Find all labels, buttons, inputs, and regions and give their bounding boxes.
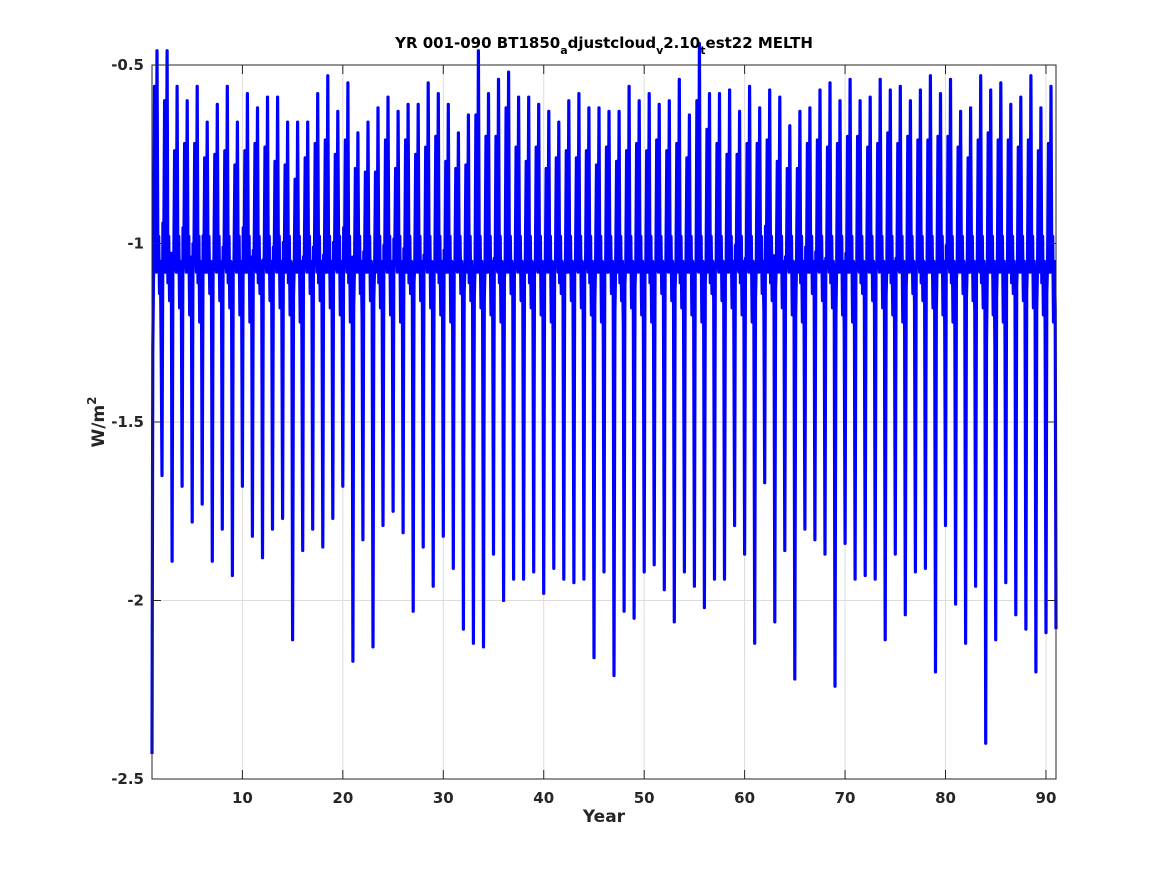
title-part: t — [700, 44, 705, 57]
x-tick-label: 90 — [1036, 789, 1057, 807]
title-part: v — [656, 44, 664, 57]
tick-labels: 10 20 30 40 50 60 70 80 90 -0.5 -1 -1.5 -2 -2.5 — [111, 56, 1056, 807]
chart-title: YR 001-090 BT1850adjustcloudv2.10test22 … — [394, 34, 813, 57]
tick-marks — [152, 64, 1056, 780]
x-tick-label: 50 — [634, 789, 655, 807]
x-tick-label: 70 — [835, 789, 856, 807]
y-tick-label: -2.5 — [111, 770, 144, 788]
title-part: djustcloud — [568, 34, 656, 52]
x-tick-label: 60 — [734, 789, 755, 807]
y-tick-label: -2 — [127, 592, 144, 610]
title-part: 2.10 — [663, 34, 700, 52]
x-tick-label: 80 — [935, 789, 956, 807]
x-axis-label: Year — [582, 807, 626, 827]
title-part: est22 MELTH — [706, 34, 813, 52]
title-part: a — [560, 44, 567, 57]
y-axis-label: W/m2 — [85, 396, 109, 447]
y-tick-label: -1.5 — [111, 413, 144, 431]
x-tick-label: 20 — [332, 789, 353, 807]
x-tick-label: 10 — [232, 789, 253, 807]
series-line — [150, 42, 1058, 755]
y-tick-label: -1 — [127, 235, 144, 253]
x-tick-label: 40 — [533, 789, 554, 807]
y-axis-label-exponent: 2 — [85, 396, 99, 404]
title-part: YR 001-090 BT1850 — [394, 34, 560, 52]
y-axis-label-base: W/m — [89, 405, 109, 448]
series-layer — [150, 42, 1058, 755]
y-tick-label: -0.5 — [111, 56, 144, 74]
x-tick-label: 30 — [433, 789, 454, 807]
